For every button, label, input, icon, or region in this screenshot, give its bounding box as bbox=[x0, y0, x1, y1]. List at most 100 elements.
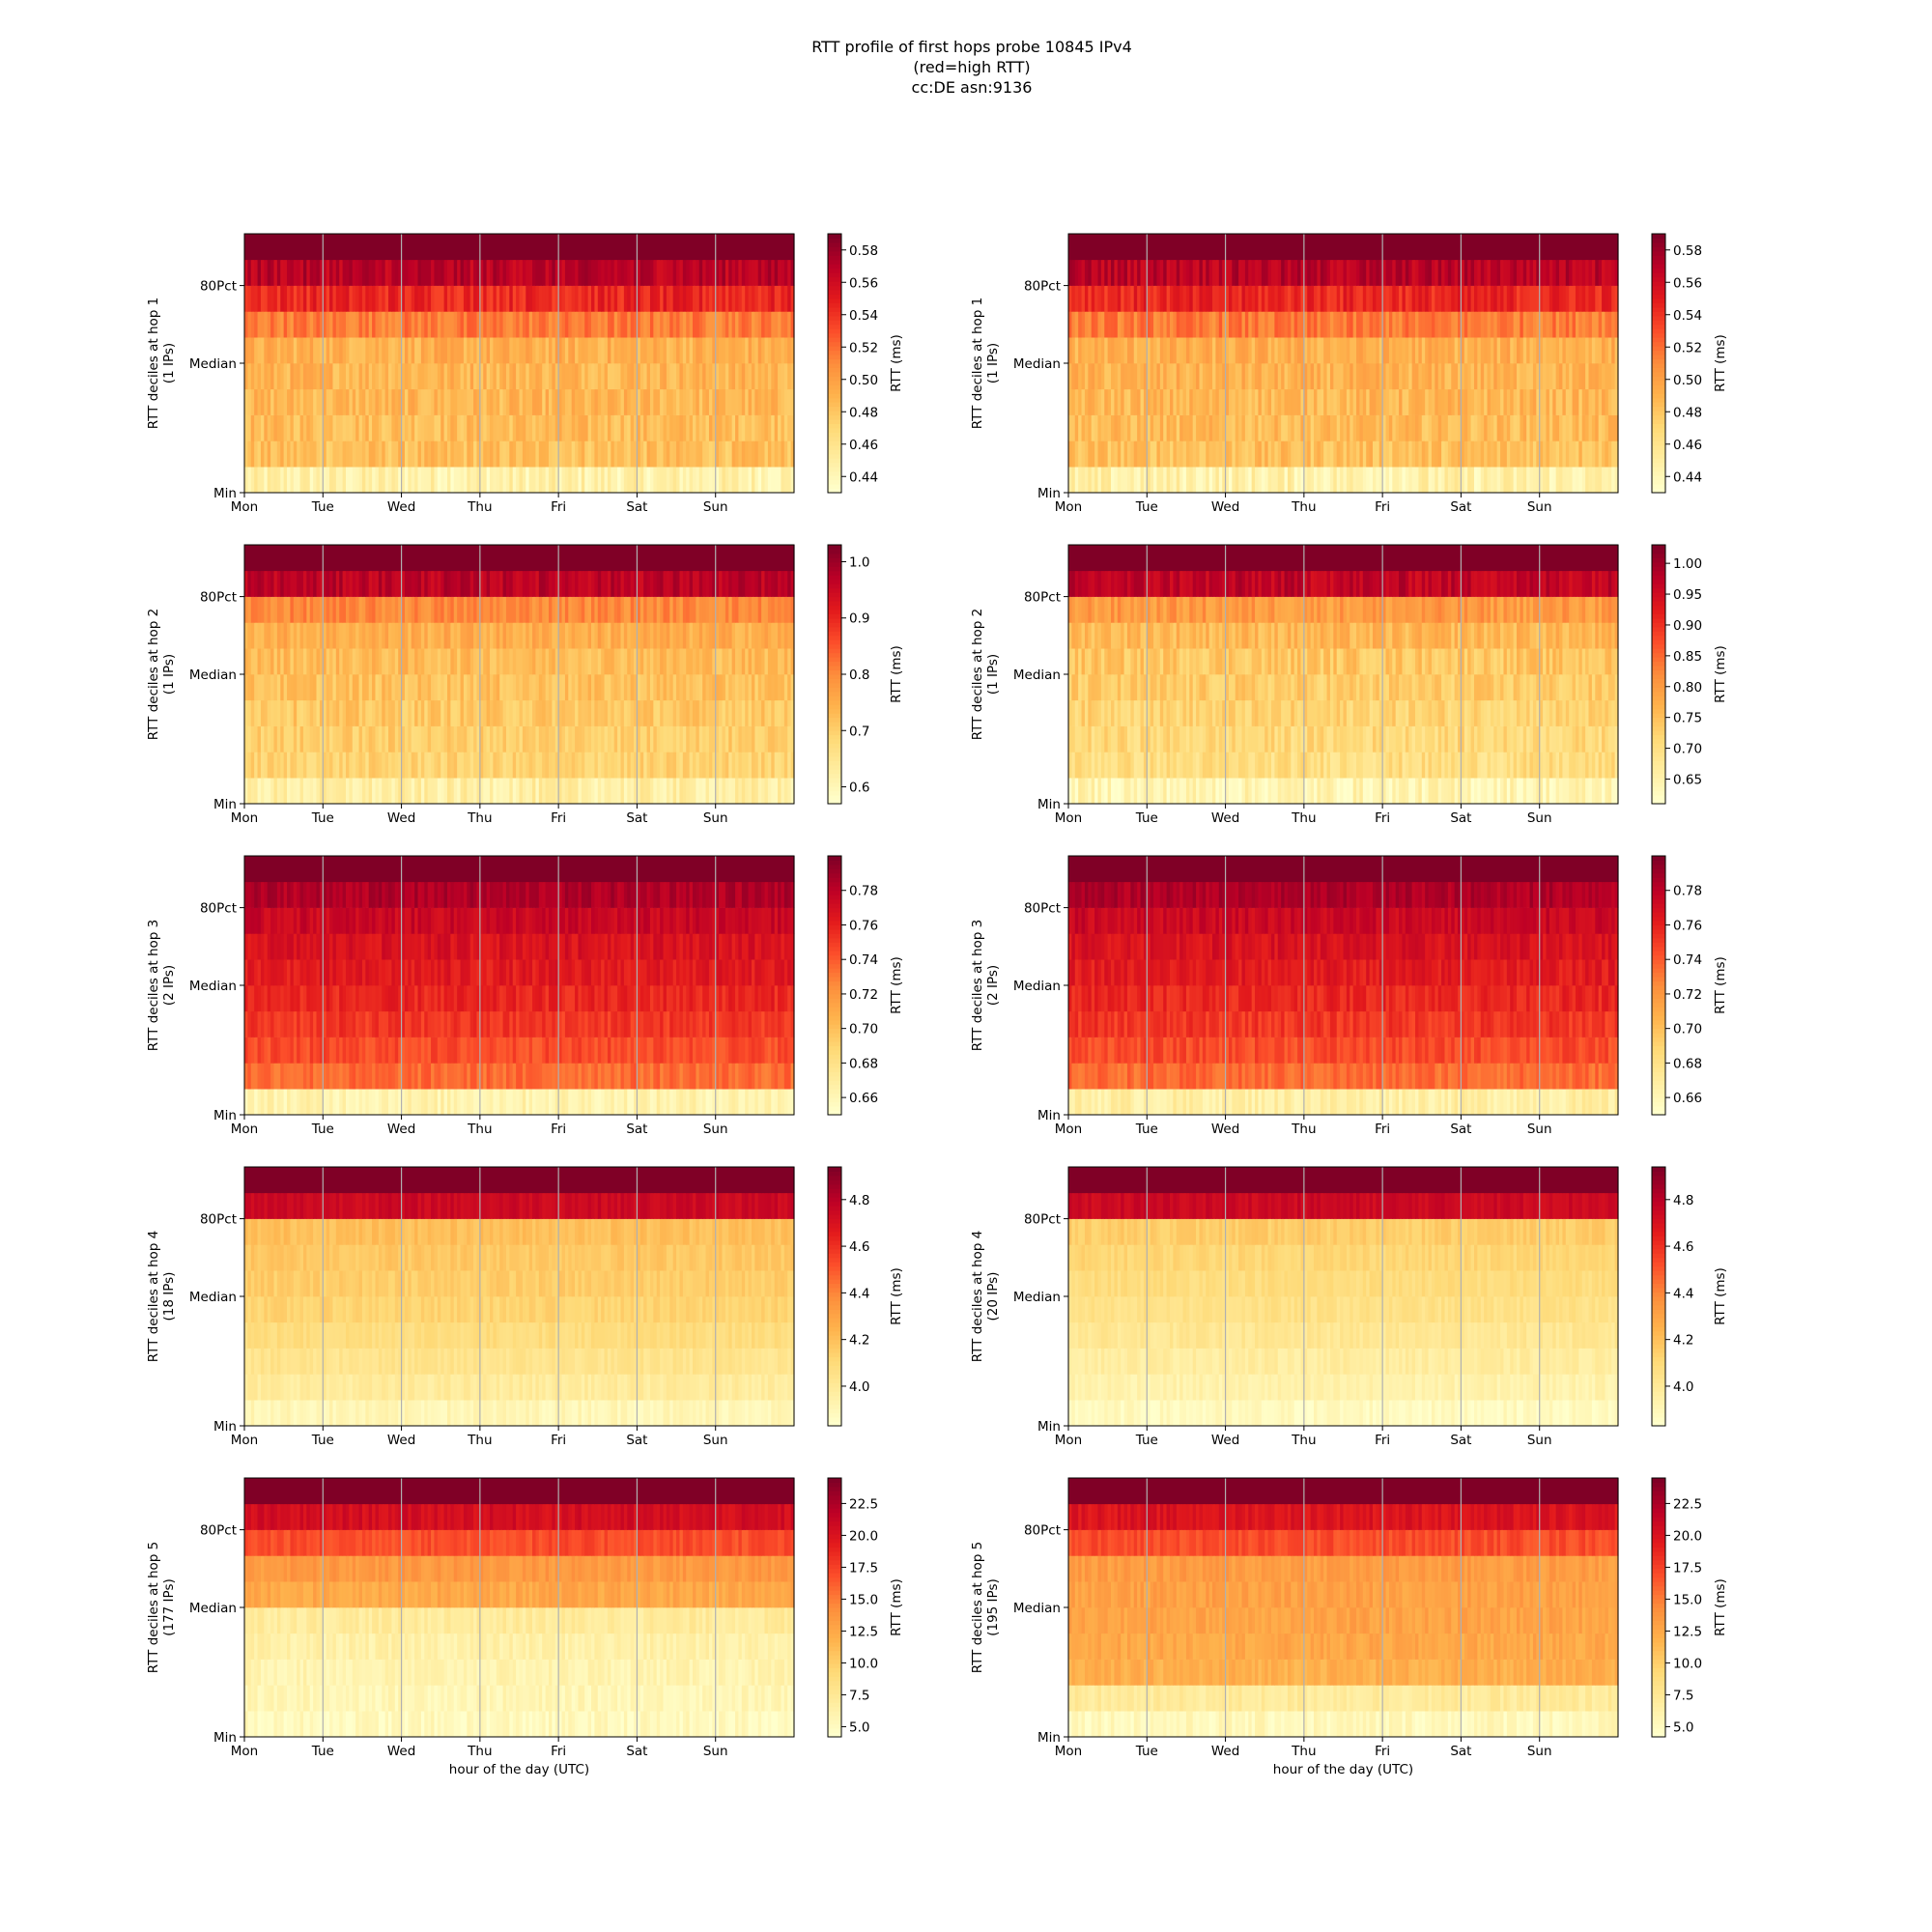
heatmap-cell bbox=[342, 414, 347, 441]
heatmap-cell bbox=[250, 388, 255, 415]
heatmap-cell bbox=[505, 363, 510, 390]
heatmap-cell bbox=[561, 311, 566, 338]
heatmap-cell bbox=[686, 311, 691, 338]
heatmap-cell bbox=[287, 259, 292, 286]
heatmap-cell bbox=[698, 285, 703, 312]
heatmap-cell bbox=[244, 363, 248, 390]
heatmap-cell bbox=[571, 363, 576, 390]
heatmap-cell bbox=[512, 388, 517, 415]
heatmap-cell bbox=[738, 467, 743, 494]
heatmap-cell bbox=[660, 467, 665, 494]
heatmap-cell bbox=[705, 311, 710, 338]
heatmap-cell bbox=[554, 440, 559, 468]
heatmap-cell bbox=[646, 467, 651, 494]
heatmap-cell bbox=[724, 311, 729, 338]
heatmap-cell bbox=[669, 363, 674, 390]
colorbar-segment bbox=[828, 388, 841, 394]
heatmap-cell bbox=[552, 440, 556, 468]
heatmap-cell bbox=[538, 414, 543, 441]
heatmap-cell bbox=[712, 388, 717, 415]
heatmap-cell bbox=[649, 285, 654, 312]
heatmap-cell bbox=[679, 337, 684, 364]
heatmap-cell bbox=[339, 467, 344, 494]
heatmap-cell bbox=[302, 440, 307, 468]
heatmap-cell bbox=[617, 311, 622, 338]
heatmap-cell bbox=[656, 311, 661, 338]
heatmap-cell bbox=[280, 467, 285, 494]
figure-title-line-3: cc:DE asn:9136 bbox=[912, 78, 1033, 97]
heatmap-cell bbox=[696, 311, 700, 338]
heatmap-cell bbox=[355, 285, 360, 312]
x-tick-label: Sun bbox=[1527, 499, 1552, 515]
heatmap-cell bbox=[767, 285, 772, 312]
heatmap-cell bbox=[578, 285, 582, 312]
heatmap-cell bbox=[728, 337, 733, 364]
heatmap-cell bbox=[578, 388, 582, 415]
heatmap-cell bbox=[669, 285, 674, 312]
colorbar-tick-label: 0.58 bbox=[849, 243, 878, 259]
colorbar-segment bbox=[828, 285, 841, 291]
colorbar-segment bbox=[1652, 320, 1665, 326]
heatmap-cell bbox=[329, 259, 334, 286]
colorbar-segment bbox=[828, 432, 841, 438]
heatmap-cell bbox=[689, 440, 694, 468]
heatmap-cell bbox=[280, 363, 285, 390]
heatmap-cell bbox=[297, 388, 301, 415]
heatmap-cell bbox=[476, 363, 481, 390]
heatmap-cell bbox=[460, 440, 465, 468]
heatmap-cell bbox=[372, 467, 377, 494]
heatmap-cell bbox=[751, 363, 755, 390]
heatmap-cell bbox=[490, 311, 495, 338]
heatmap-cell bbox=[783, 311, 788, 338]
heatmap-cell bbox=[522, 467, 526, 494]
heatmap-cell bbox=[469, 467, 474, 494]
heatmap-cell bbox=[611, 467, 615, 494]
heatmap-cell bbox=[509, 414, 514, 441]
heatmap-cell bbox=[735, 285, 740, 312]
heatmap-cell bbox=[382, 388, 386, 415]
heatmap-cell bbox=[745, 285, 750, 312]
heatmap-cell bbox=[597, 467, 602, 494]
colorbar-tick-label: 0.56 bbox=[849, 275, 878, 291]
heatmap-cell bbox=[554, 311, 559, 338]
heatmap-cell bbox=[476, 440, 481, 468]
heatmap-cell bbox=[323, 311, 327, 338]
heatmap-cell bbox=[594, 337, 599, 364]
heatmap-cell bbox=[375, 414, 380, 441]
heatmap-cell bbox=[420, 285, 425, 312]
heatmap-cell bbox=[696, 363, 700, 390]
heatmap-cell bbox=[273, 259, 278, 286]
heatmap-cell bbox=[316, 414, 321, 441]
y-tick-label: Median bbox=[1013, 356, 1061, 372]
heatmap-cell bbox=[535, 337, 540, 364]
heatmap-cell bbox=[637, 285, 641, 312]
heatmap-cell bbox=[365, 440, 370, 468]
heatmap-cell bbox=[728, 363, 733, 390]
heatmap-cell bbox=[280, 414, 285, 441]
heatmap-cell bbox=[512, 363, 517, 390]
heatmap-cell bbox=[450, 311, 455, 338]
heatmap-cell bbox=[538, 285, 543, 312]
heatmap-cell bbox=[302, 467, 307, 494]
heatmap-cell bbox=[437, 337, 441, 364]
heatmap-cell bbox=[542, 337, 547, 364]
figure-title-line-1: RTT profile of first hops probe 10845 IP… bbox=[811, 38, 1132, 56]
heatmap-cell bbox=[613, 363, 618, 390]
heatmap-cell bbox=[738, 388, 743, 415]
heatmap-cell bbox=[571, 337, 576, 364]
heatmap-cell bbox=[378, 467, 383, 494]
heatmap-cell bbox=[332, 414, 337, 441]
heatmap-cell bbox=[323, 285, 327, 312]
heatmap-cell bbox=[617, 467, 622, 494]
heatmap-cell bbox=[535, 363, 540, 390]
colorbar-segment bbox=[828, 428, 841, 433]
heatmap-cell bbox=[453, 467, 458, 494]
heatmap-cell bbox=[352, 259, 356, 286]
colorbar-segment bbox=[1652, 414, 1665, 420]
heatmap-cell bbox=[437, 440, 441, 468]
heatmap-cell bbox=[639, 414, 644, 441]
heatmap-cell bbox=[617, 388, 622, 415]
heatmap-cell bbox=[568, 311, 573, 338]
heatmap-cell bbox=[623, 414, 628, 441]
heatmap-cell bbox=[594, 285, 599, 312]
